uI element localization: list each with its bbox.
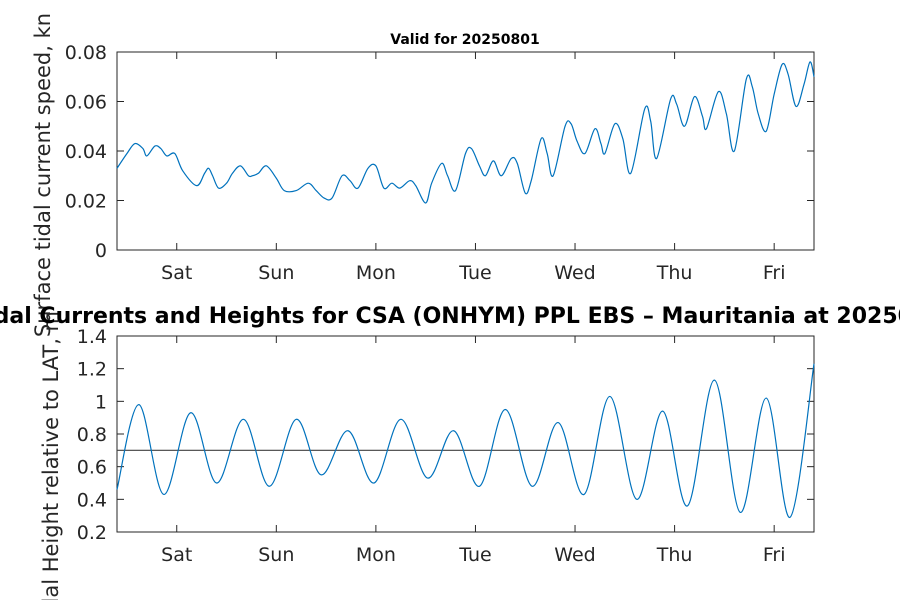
x-tick-label-tue: Tue (458, 544, 491, 566)
x-tick-label-sun: Sun (258, 262, 294, 284)
tidal-height-series-line (116, 363, 815, 518)
y-tick-label: 0.8 (77, 424, 107, 446)
x-tick-label-mon: Mon (356, 544, 396, 566)
y-tick-label: 1.4 (77, 326, 107, 348)
figure-main-title: Tidal Currents and Heights for CSA (ONHY… (0, 304, 900, 329)
x-tick-label-wed: Wed (554, 544, 595, 566)
y-tick-label: 0.6 (77, 457, 107, 479)
y-tick-label: 0.06 (65, 92, 107, 114)
x-tick-label-tue: Tue (458, 262, 491, 284)
x-tick-label-sun: Sun (258, 544, 294, 566)
current-speed-panel: Valid for 20250801 0 0.02 0.04 0.06 0.08 Sat… (31, 13, 815, 337)
current-speed-title: Valid for 20250801 (390, 32, 539, 48)
current-speed-x-ticks: Sat Sun Mon Tue Wed Thu Fri (161, 52, 785, 284)
x-tick-label-wed: Wed (554, 262, 595, 284)
current-speed-series-line (116, 61, 815, 204)
y-tick-label: 0.4 (77, 489, 107, 511)
tidal-height-panel: 0.2 0.4 0.6 0.8 1 1.2 1.4 Sat Sun Mon Tue Wed Thu Fr… (39, 311, 815, 600)
y-tick-label: 0.2 (77, 522, 107, 544)
y-tick-label: 0.04 (65, 141, 107, 163)
x-tick-label-fri: Fri (763, 544, 786, 566)
y-tick-label: 0.08 (65, 42, 107, 64)
tidal-height-y-axis-label: Tidal Height relative to LAT, m (39, 311, 63, 600)
y-tick-label: 1.2 (77, 359, 107, 381)
x-tick-label-fri: Fri (763, 262, 786, 284)
tidal-height-axes-box (116, 335, 815, 533)
x-tick-label-mon: Mon (356, 262, 396, 284)
y-tick-label: 0.02 (65, 191, 107, 213)
x-tick-label-thu: Thu (656, 262, 693, 284)
tidal-height-x-ticks: Sat Sun Mon Tue Wed Thu Fri (161, 336, 785, 566)
current-speed-y-ticks: 0 0.02 0.04 0.06 0.08 (65, 42, 814, 262)
x-tick-label-thu: Thu (656, 544, 693, 566)
tidal-height-y-ticks: 0.2 0.4 0.6 0.8 1 1.2 1.4 (77, 326, 814, 544)
y-tick-label: 1 (95, 391, 107, 413)
current-speed-y-axis-label: Surface tidal current speed, kn (31, 13, 55, 337)
current-speed-axes-box (116, 51, 815, 251)
x-tick-label-sat: Sat (161, 262, 192, 284)
y-tick-label: 0 (95, 240, 107, 262)
x-tick-label-sat: Sat (161, 544, 192, 566)
